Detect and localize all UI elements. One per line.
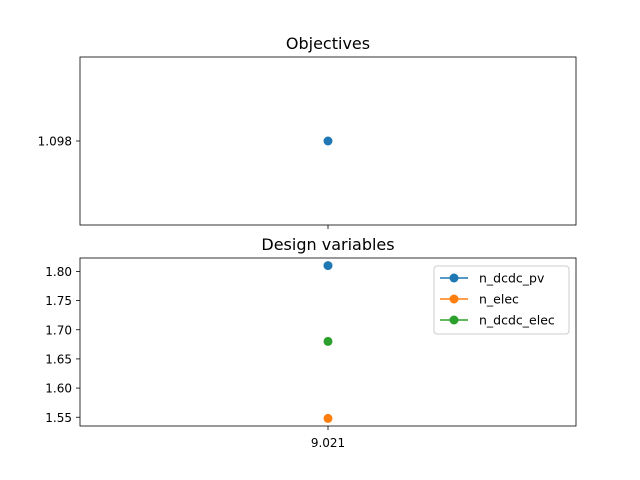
y-tick-label: 1.80 [45, 265, 72, 279]
objectives-y-ticks: 1.098 [38, 135, 80, 149]
x-tick-label: 9.021 [311, 436, 345, 450]
objectives-title: Objectives [286, 34, 370, 53]
y-tick-label: 1.75 [45, 294, 72, 308]
y-tick-label: 1.65 [45, 352, 72, 366]
objectives-subplot: Objectives 1.098 [38, 34, 577, 229]
design-variables-y-ticks: 1.55 1.60 1.65 1.70 1.75 1.80 [45, 265, 80, 425]
legend-marker [449, 294, 459, 304]
legend-marker [449, 315, 459, 325]
legend: n_dcdc_pv n_elec n_dcdc_elec [433, 265, 570, 335]
design-variables-points [323, 261, 333, 423]
design-variables-x-ticks: 9.021 [311, 426, 345, 450]
y-tick-label: 1.70 [45, 323, 72, 337]
legend-label: n_dcdc_pv [479, 271, 545, 286]
data-point [323, 136, 333, 146]
y-tick-label: 1.60 [45, 382, 72, 396]
legend-label: n_elec [479, 292, 519, 307]
design-variables-title: Design variables [261, 235, 394, 254]
y-tick-label: 1.098 [38, 135, 72, 149]
data-point-n-dcdc-pv [323, 261, 333, 271]
objectives-points [323, 136, 333, 146]
design-variables-subplot: Design variables 9.021 1.551.601.651.701… [45, 235, 577, 450]
legend-label: n_dcdc_elec [479, 313, 555, 328]
y-tick-label: 1.55 [45, 411, 72, 425]
legend-marker [449, 273, 459, 283]
data-point-n-dcdc-elec [323, 336, 333, 346]
legend-box [433, 265, 570, 335]
data-point-n-elec [323, 413, 333, 423]
